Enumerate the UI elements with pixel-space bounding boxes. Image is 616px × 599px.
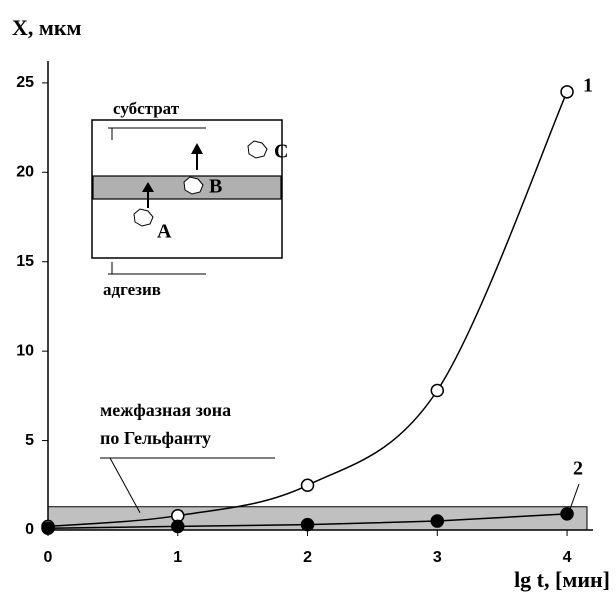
series-label: 2 (573, 457, 583, 479)
x-tick-label: 1 (173, 549, 182, 566)
y-tick-label: 5 (25, 432, 34, 449)
y-tick-label: 25 (16, 74, 34, 91)
point (172, 520, 184, 532)
y-tick-label: 0 (25, 521, 34, 538)
inset: субстрат адгезив A B C (92, 99, 288, 299)
x-tick-label: 0 (44, 549, 53, 566)
point (561, 86, 573, 98)
x-axis-label: lg t, [мин] (514, 567, 610, 592)
x-tick-label: 2 (303, 549, 312, 566)
leader (570, 484, 579, 509)
y-tick-label: 20 (16, 164, 34, 181)
y-tick-label: 15 (16, 253, 34, 270)
y-tick-label: 10 (16, 342, 34, 359)
x-tick-label: 3 (433, 549, 442, 566)
point (302, 479, 314, 491)
leader (110, 458, 140, 513)
zone-label: по Гельфанту (100, 428, 211, 448)
point (302, 519, 314, 531)
inset-point: A (157, 221, 172, 243)
series-label: 1 (583, 74, 593, 96)
zone-label: межфазная зона (100, 400, 231, 420)
point (561, 508, 573, 520)
point (431, 385, 443, 397)
inset-label: субстрат (113, 99, 180, 118)
y-axis-label: X, мкм (12, 15, 82, 40)
inset-label: адгезив (103, 280, 161, 299)
x-tick-label: 4 (563, 549, 572, 566)
point (431, 515, 443, 527)
inset-point: C (274, 141, 288, 163)
inset-point: B (209, 176, 222, 198)
point (42, 522, 54, 534)
chart: X, мкм lg t, [мин] субстрат адгезив A B … (0, 0, 616, 599)
